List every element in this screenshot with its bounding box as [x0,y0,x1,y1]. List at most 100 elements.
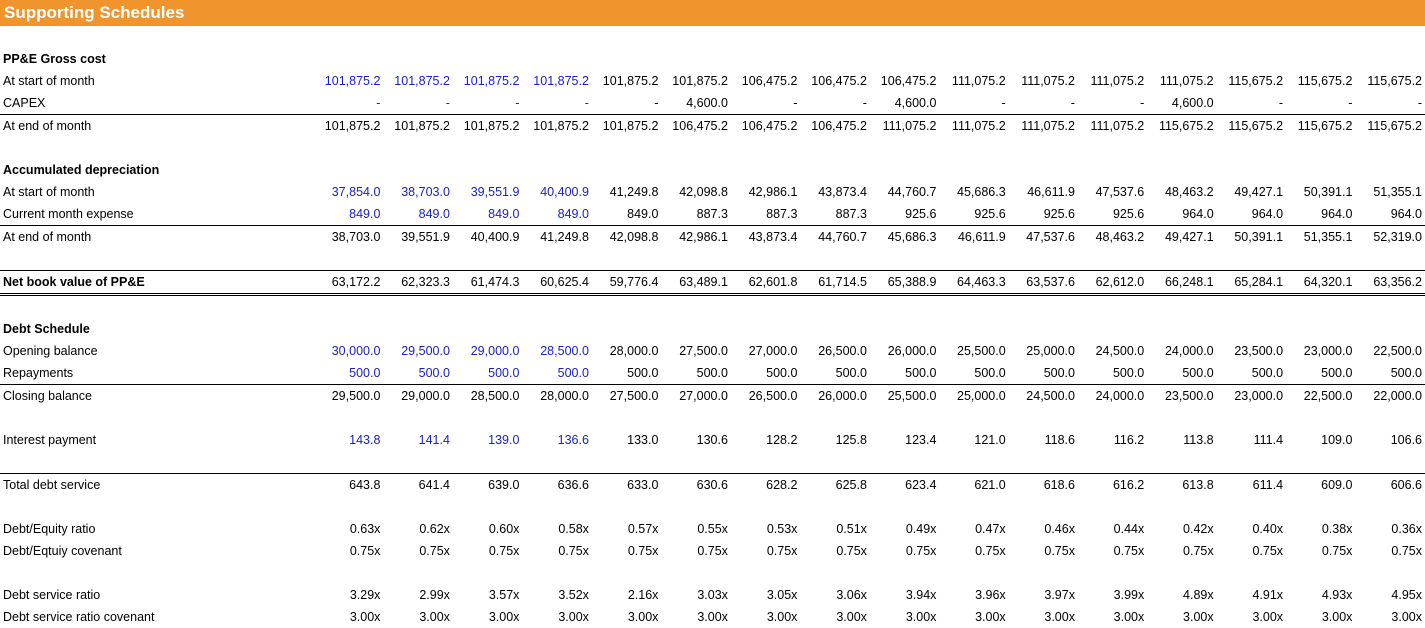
value-cell[interactable]: 3.00x [836,610,867,624]
value-cell[interactable] [731,451,801,474]
row-label[interactable]: Debt/Equity ratio [3,522,96,536]
value-cell[interactable]: 28,000.0 [609,344,659,358]
value-cell[interactable] [731,496,801,518]
value-cell[interactable]: 41,249.8 [609,185,659,199]
value-cell[interactable] [939,248,1008,271]
value-cell[interactable] [522,496,592,518]
value-cell[interactable]: 118.6 [1044,433,1075,447]
value-cell[interactable]: 0.75x [836,544,867,558]
value-cell[interactable]: 3.00x [1252,610,1284,624]
value-cell[interactable] [453,318,523,340]
value-cell[interactable]: 3.00x [558,610,589,624]
value-cell[interactable]: 4.93x [1321,588,1353,602]
value-cell[interactable] [731,248,801,271]
value-cell[interactable]: 29,500.0 [401,344,450,358]
value-cell[interactable]: 613.8 [1147,473,1217,496]
value-cell[interactable]: - [793,96,798,110]
value-cell[interactable]: 111.4 [1253,433,1284,447]
value-cell[interactable] [522,137,592,159]
value-cell[interactable]: 25,000.0 [1026,344,1075,358]
value-cell[interactable]: 64,320.1 [1286,270,1356,296]
value-cell[interactable]: 123.4 [905,433,937,447]
value-cell[interactable] [800,48,870,70]
value-cell[interactable]: 609.0 [1286,473,1356,496]
value-cell[interactable] [1147,318,1216,340]
value-cell[interactable]: 23,000.0 [1303,344,1353,358]
row-label[interactable]: Opening balance [3,344,98,358]
row-label[interactable]: Interest payment [3,433,97,447]
value-cell[interactable] [1009,318,1078,340]
value-cell[interactable]: 64,463.3 [939,270,1009,296]
value-cell[interactable] [592,318,662,340]
value-cell[interactable]: 24,000.0 [1164,344,1214,358]
value-cell[interactable] [314,48,384,70]
value-cell[interactable]: 60,625.4 [522,270,592,296]
value-cell[interactable] [314,407,384,429]
value-cell[interactable]: 111,075.2 [1159,74,1214,88]
value-cell[interactable] [592,562,662,584]
value-cell[interactable]: - [1417,96,1422,110]
value-cell[interactable]: 44,760.7 [887,185,937,199]
value-cell[interactable]: 3.00x [975,610,1006,624]
value-cell[interactable]: 52,319.0 [1355,225,1425,248]
value-cell[interactable]: - [584,96,589,110]
value-cell[interactable]: 106,475.2 [880,74,937,88]
row-label[interactable] [0,496,314,518]
value-cell[interactable]: 61,474.3 [452,270,523,296]
value-cell[interactable] [453,407,523,429]
value-cell[interactable]: 849.0 [488,207,520,221]
value-cell[interactable]: 4,600.0 [1171,96,1214,110]
value-cell[interactable]: 101,875.2 [452,114,523,137]
value-cell[interactable]: 101,875.2 [313,114,384,137]
value-cell[interactable]: 0.75x [1113,544,1145,558]
value-cell[interactable]: 38,703.0 [313,225,384,248]
value-cell[interactable]: 0.75x [627,544,659,558]
row-label[interactable]: Debt/Eqtuiy covenant [3,544,122,558]
value-cell[interactable] [661,318,731,340]
value-cell[interactable]: 500.0 [974,366,1006,380]
row-label[interactable] [0,407,314,429]
value-cell[interactable]: 43,873.4 [818,185,867,199]
row-label[interactable]: Net book value of PP&E [0,270,314,296]
value-cell[interactable] [1147,496,1216,518]
value-cell[interactable]: - [862,96,867,110]
value-cell[interactable]: 26,500.0 [818,344,867,358]
value-cell[interactable] [453,295,523,319]
value-cell[interactable] [1217,318,1286,340]
row-label[interactable] [0,451,314,474]
value-cell[interactable]: 121.0 [974,433,1006,447]
value-cell[interactable]: 625.8 [800,473,870,496]
value-cell[interactable] [592,496,662,518]
value-cell[interactable]: 0.36x [1391,522,1422,536]
value-cell[interactable]: 22,500.0 [1286,384,1356,407]
value-cell[interactable] [870,562,940,584]
value-cell[interactable]: 28,000.0 [522,384,592,407]
value-cell[interactable]: 28,500.0 [452,384,523,407]
value-cell[interactable]: 116.2 [1113,433,1145,447]
value-cell[interactable]: 3.96x [975,588,1006,602]
value-cell[interactable]: 3.00x [419,610,450,624]
value-cell[interactable]: 101,875.2 [533,74,589,88]
value-cell[interactable]: 106.6 [1390,433,1422,447]
value-cell[interactable]: 66,248.1 [1147,270,1217,296]
value-cell[interactable] [1009,159,1078,181]
value-cell[interactable]: 26,000.0 [887,344,937,358]
value-cell[interactable]: 3.00x [1044,610,1075,624]
value-cell[interactable] [1355,407,1425,429]
section-heading[interactable]: PP&E Gross cost [3,52,106,66]
value-cell[interactable]: 887.3 [835,207,867,221]
value-cell[interactable] [383,318,453,340]
value-cell[interactable]: 30,000.0 [331,344,381,358]
value-cell[interactable]: 23,000.0 [1216,384,1287,407]
value-cell[interactable] [939,451,1008,474]
value-cell[interactable] [1286,248,1355,271]
value-cell[interactable] [1355,248,1425,271]
value-cell[interactable]: 63,172.2 [313,270,384,296]
value-cell[interactable] [1009,295,1078,319]
value-cell[interactable] [1009,451,1078,474]
value-cell[interactable] [1009,248,1078,271]
value-cell[interactable]: 101,875.2 [591,114,662,137]
value-cell[interactable] [939,562,1008,584]
value-cell[interactable]: 111,075.2 [1021,74,1075,88]
value-cell[interactable]: 50,391.1 [1303,185,1353,199]
